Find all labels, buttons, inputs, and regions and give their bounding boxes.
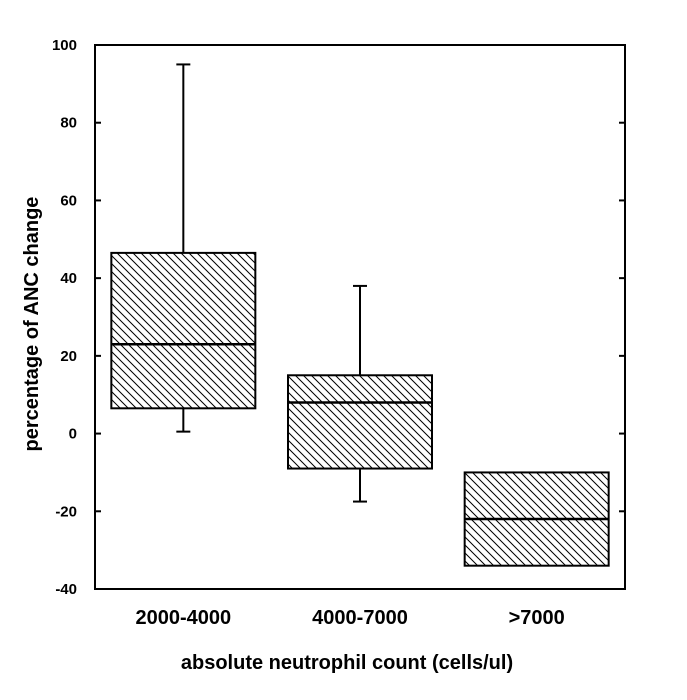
- box-body: [110, 251, 257, 410]
- y-axis-title: percentage of ANC change: [21, 197, 43, 452]
- boxes: [110, 63, 610, 567]
- box-3: [463, 471, 610, 567]
- category-label: >7000: [509, 607, 565, 629]
- y-tick-label: 80: [60, 115, 77, 132]
- plot-frame: [94, 44, 626, 590]
- box-1: [110, 63, 257, 433]
- category-label: 4000-7000: [312, 607, 408, 629]
- y-tick-label: 100: [52, 37, 77, 54]
- box-2: [287, 284, 433, 503]
- x-axis-categories: 2000-4000 4000-7000 >7000: [136, 607, 565, 629]
- y-tick-label: -20: [55, 503, 77, 520]
- y-tick-label: 60: [60, 192, 77, 209]
- y-tick-label: 40: [60, 270, 77, 287]
- y-axis: -40 -20 0 20 40 60 80 100: [52, 37, 625, 598]
- y-tick-label: -40: [55, 581, 77, 598]
- x-axis-title: absolute neutrophil count (cells/ul): [181, 652, 513, 674]
- y-tick-label: 20: [60, 348, 77, 365]
- category-label: 2000-4000: [136, 607, 232, 629]
- box-body: [287, 374, 433, 470]
- y-tick-label: 0: [69, 426, 77, 443]
